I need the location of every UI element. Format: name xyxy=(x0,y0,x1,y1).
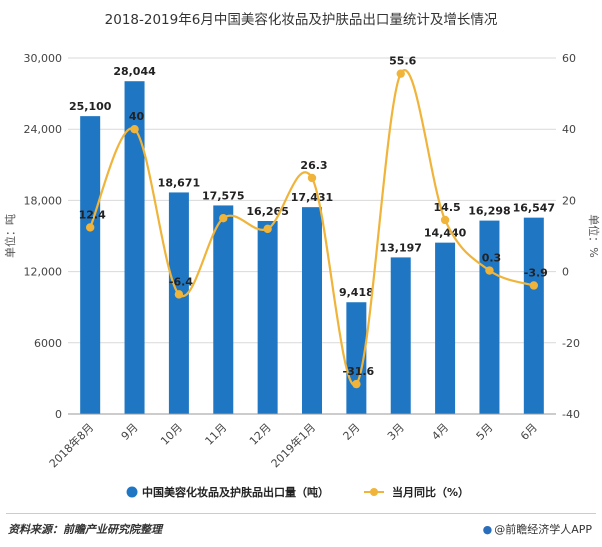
line-data-label: -3.9 xyxy=(524,266,548,279)
line-series: 12.4 40 -6.4 26.3 -31.6 55.6 14.5 0.3 -3.9 xyxy=(79,55,548,389)
left-tick-label: 6000 xyxy=(34,337,62,350)
bar xyxy=(80,116,101,414)
line-data-label: 14.5 xyxy=(434,201,461,214)
x-tick-label: 6月 xyxy=(518,421,540,443)
bar-data-label: 18,671 xyxy=(158,176,200,189)
bars: 25,10028,04418,67117,57516,26517,4319,41… xyxy=(69,65,555,415)
bar xyxy=(435,242,456,414)
x-tick-label: 12月 xyxy=(247,421,274,448)
x-tick-label: 9月 xyxy=(119,421,141,443)
bar xyxy=(124,81,145,415)
line-data-label: 55.6 xyxy=(389,55,416,68)
bar xyxy=(213,205,234,414)
line-point xyxy=(174,290,184,299)
bar-data-label: 17,431 xyxy=(291,191,333,204)
line-data-label: 26.3 xyxy=(300,159,327,172)
line-data-label: -31.6 xyxy=(343,365,375,378)
line-point xyxy=(440,215,450,225)
legend-bar-label: 中国美容化妆品及护肤品出口量（吨） xyxy=(142,485,329,499)
bar xyxy=(346,302,367,414)
legend-bar-marker xyxy=(126,486,138,498)
footer-divider xyxy=(6,513,596,514)
line-point xyxy=(396,69,405,78)
line-point xyxy=(307,173,317,183)
right-axis-title: 单位：% xyxy=(587,214,601,257)
x-tick-label: 11月 xyxy=(203,421,230,448)
x-tick-label: 4月 xyxy=(429,421,451,443)
x-tick-label: 2018年8月 xyxy=(46,420,96,470)
source-note: 资料来源：前瞻产业研究院整理 xyxy=(8,523,162,536)
bar-data-label: 16,547 xyxy=(513,202,555,215)
bar xyxy=(257,220,278,414)
line-point xyxy=(130,125,139,134)
bar-data-label: 17,575 xyxy=(202,189,244,202)
brand-credit: ● @前瞻经济学人APP xyxy=(483,521,592,537)
line-series-path xyxy=(89,69,535,387)
left-tick-label: 12,000 xyxy=(24,266,63,279)
line-data-label: 0.3 xyxy=(482,252,502,265)
x-tick-label: 5月 xyxy=(474,421,496,443)
bar-data-label: 14,440 xyxy=(424,227,467,240)
line-point xyxy=(219,214,228,223)
right-tick-label: -40 xyxy=(562,408,580,421)
line-point xyxy=(485,266,494,275)
line-point xyxy=(352,379,361,389)
line-data-label: -6.4 xyxy=(169,275,193,288)
chart-title: 2018-2019年6月中国美容化妆品及护肤品出口量统计及增长情况 xyxy=(105,11,498,28)
legend-line-dot xyxy=(370,488,378,496)
right-tick-label: 20 xyxy=(562,194,576,207)
line-point xyxy=(85,223,95,232)
bar xyxy=(523,217,544,414)
bar xyxy=(479,220,500,414)
line-point xyxy=(529,281,539,290)
bar-data-label: 13,197 xyxy=(380,241,422,254)
bar-data-label: 25,100 xyxy=(69,100,112,113)
left-tick-label: 30,000 xyxy=(24,52,63,65)
left-tick-label: 18,000 xyxy=(24,194,63,207)
left-tick-label: 24,000 xyxy=(24,123,63,136)
brand-logo-icon: ● xyxy=(482,523,493,536)
bar xyxy=(168,192,189,414)
left-tick-label: 0 xyxy=(55,408,62,421)
bar-data-label: 16,298 xyxy=(468,205,510,218)
right-tick-label: 60 xyxy=(562,52,576,65)
legend-line-label: 当月同比（%） xyxy=(392,485,469,499)
line-data-label: 12.4 xyxy=(79,208,106,221)
right-tick-label: -20 xyxy=(562,337,580,350)
x-tick-label: 3月 xyxy=(385,421,407,443)
line-data-label: 40 xyxy=(129,110,145,123)
legend: 中国美容化妆品及护肤品出口量（吨） 当月同比（%） xyxy=(126,485,469,499)
x-tick-label: 2月 xyxy=(341,421,363,443)
x-tick-label: 10月 xyxy=(158,421,185,448)
bar-data-label: 28,044 xyxy=(113,65,156,78)
line-point xyxy=(263,224,272,234)
x-tick-label: 2019年1月 xyxy=(268,420,318,470)
right-tick-label: 40 xyxy=(562,123,576,136)
brand-text: @前瞻经济学人APP xyxy=(494,523,592,536)
right-tick-label: 0 xyxy=(562,266,569,279)
bar xyxy=(302,207,322,414)
bar-data-label: 9,418 xyxy=(339,286,374,299)
left-axis-title: 单位：吨 xyxy=(3,214,17,258)
bar xyxy=(390,257,411,414)
